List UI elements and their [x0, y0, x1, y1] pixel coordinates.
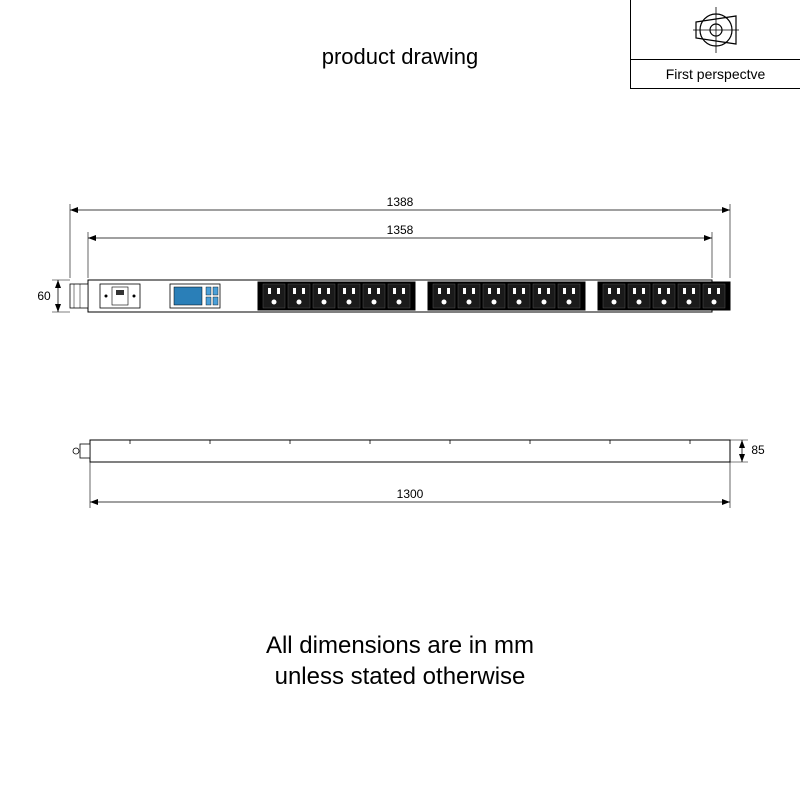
dim-1300: 1300	[90, 462, 730, 508]
display-module	[170, 284, 220, 308]
top-elevation: 1300 85	[30, 420, 770, 540]
dim-85: 85	[730, 440, 765, 462]
svg-text:1358: 1358	[387, 223, 414, 237]
left-end	[80, 444, 90, 458]
pdu-top-body	[90, 440, 730, 462]
dim-60: 60	[37, 280, 70, 312]
svg-text:85: 85	[751, 443, 765, 457]
outlet-bank-3	[598, 282, 730, 310]
units-note-line2: unless stated otherwise	[266, 661, 534, 692]
drawing-title: product drawing	[322, 44, 479, 70]
svg-text:60: 60	[37, 289, 51, 303]
cable-gland-icon	[73, 448, 79, 454]
perspective-symbols	[631, 0, 800, 60]
front-elevation: 1388 1358 60	[30, 190, 770, 330]
control-module	[100, 284, 140, 308]
units-note-line1: All dimensions are in mm	[266, 630, 534, 661]
outlet-bank-2	[428, 282, 585, 310]
units-note: All dimensions are in mm unless stated o…	[266, 630, 534, 692]
svg-text:1388: 1388	[387, 195, 414, 209]
svg-text:1300: 1300	[397, 487, 424, 501]
perspective-label: First perspectve	[631, 60, 800, 88]
perspective-indicator: First perspectve	[630, 0, 800, 89]
left-bracket	[70, 284, 88, 308]
dim-1358: 1358	[88, 223, 712, 278]
outlet-bank-1	[258, 282, 415, 310]
projection-circle-icon	[691, 5, 741, 55]
